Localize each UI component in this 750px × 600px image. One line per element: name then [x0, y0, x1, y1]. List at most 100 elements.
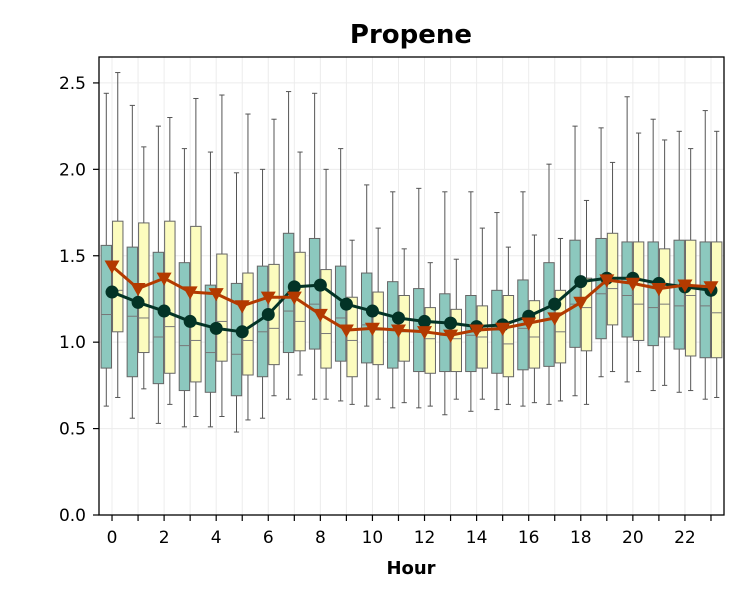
box-1-hour-19 [595, 127, 607, 378]
y-tick-label: 1.5 [59, 247, 86, 267]
box-1-hour-18 [569, 125, 581, 397]
line-2-marker [156, 272, 172, 286]
line-1-marker [209, 321, 223, 335]
box-1-hour-1 [126, 104, 139, 419]
y-tick-label: 1.0 [59, 333, 86, 353]
box-2-hour-22 [684, 148, 697, 392]
line-1-marker [418, 314, 432, 328]
x-tick-label: 2 [159, 528, 170, 548]
x-tick-label: 8 [315, 528, 326, 548]
box-2-hour-3 [190, 97, 202, 417]
box-1-hour-6 [256, 168, 269, 419]
box-2-hour-20 [632, 132, 645, 373]
line-2-marker [312, 308, 328, 323]
line-2-marker [104, 260, 120, 274]
line-2-marker [547, 312, 563, 326]
line-2-marker [573, 296, 589, 310]
box-1-hour-23 [699, 110, 711, 400]
box-body [164, 220, 176, 374]
box-body [502, 295, 515, 378]
line-1-marker [261, 308, 275, 322]
box-2-hour-18 [580, 199, 593, 405]
line-1-marker [287, 280, 301, 294]
box-body [528, 300, 541, 369]
box-body [554, 289, 567, 364]
box-2-hour-23 [711, 130, 723, 398]
line-2-marker [182, 286, 198, 300]
line-1-marker [574, 275, 588, 289]
line-1-marker [444, 316, 458, 330]
chart-title: Propene [350, 20, 472, 50]
x-axis-title: Hour [386, 558, 435, 579]
box-body [152, 251, 165, 385]
x-tick-label: 0 [107, 528, 118, 548]
box-1-hour-10 [361, 184, 373, 407]
box-body [424, 307, 436, 374]
box-body [684, 239, 697, 357]
box-2-hour-4 [216, 94, 228, 417]
line-2-marker [417, 326, 433, 340]
x-tick-label: 16 [518, 528, 540, 548]
box-1-hour-2 [152, 125, 165, 424]
line-1-marker [105, 285, 119, 299]
box-body [580, 277, 593, 352]
box-body [308, 237, 321, 350]
line-2-marker [651, 282, 667, 297]
axes: 0.0 0.5 1.0 1.5 2.0 2.5 0 2 4 6 8 10 12 14 16 18 20 22 [59, 74, 712, 548]
box-1-hour-4 [204, 151, 217, 428]
line-1-marker [235, 325, 249, 339]
box-body [632, 241, 645, 341]
line-2-marker [443, 329, 459, 343]
box-body [711, 241, 723, 359]
box-body [126, 246, 139, 378]
line-1-marker [391, 311, 405, 325]
line-2-marker [521, 317, 537, 331]
line-2-marker [495, 322, 511, 336]
box-body [621, 241, 633, 338]
box-body [112, 220, 124, 333]
y-tick-label: 0.5 [59, 420, 86, 440]
box-2-hour-0 [112, 72, 124, 398]
box-1-hour-5 [230, 172, 243, 433]
line-2-marker [390, 324, 406, 338]
box-1-hour-3 [178, 148, 191, 428]
x-tick-label: 6 [263, 528, 274, 548]
y-tick-label: 0.0 [59, 506, 86, 526]
line-2-marker [130, 282, 146, 297]
box-body [361, 272, 373, 364]
box-body [230, 282, 243, 397]
box-2-hour-2 [164, 116, 176, 405]
box-body [673, 239, 685, 350]
plot-area-frame [98, 56, 725, 516]
x-tick-label: 10 [362, 528, 384, 548]
box-1-hour-0 [100, 92, 113, 407]
line-1-marker [183, 314, 197, 328]
box-2-hour-9 [346, 239, 358, 405]
line-2-marker [677, 279, 693, 293]
box-body [204, 284, 217, 393]
line-2-marker [625, 277, 641, 291]
box-body [100, 244, 113, 369]
x-tick-label: 18 [570, 528, 592, 548]
line-1-marker [157, 304, 171, 318]
line-2-marker [260, 291, 276, 305]
y-tick-label: 2.5 [59, 74, 86, 94]
box-2-hour-14 [476, 227, 489, 400]
line-1-marker [131, 295, 145, 309]
line-1-marker [339, 297, 353, 311]
x-tick-label: 4 [211, 528, 222, 548]
box-1-hour-22 [673, 130, 685, 393]
line-2-marker [208, 288, 224, 302]
box-body [216, 253, 228, 362]
box-body [334, 265, 347, 362]
line-2-marker [338, 324, 354, 338]
line-2-marker [234, 300, 250, 314]
y-tick-label: 2.0 [59, 160, 86, 180]
box-body [699, 241, 711, 359]
line-2-marker [599, 274, 615, 288]
line-2-marker [286, 291, 302, 305]
line-1-marker [548, 297, 562, 311]
line-2-marker [703, 281, 719, 295]
line-1-marker [313, 278, 327, 292]
